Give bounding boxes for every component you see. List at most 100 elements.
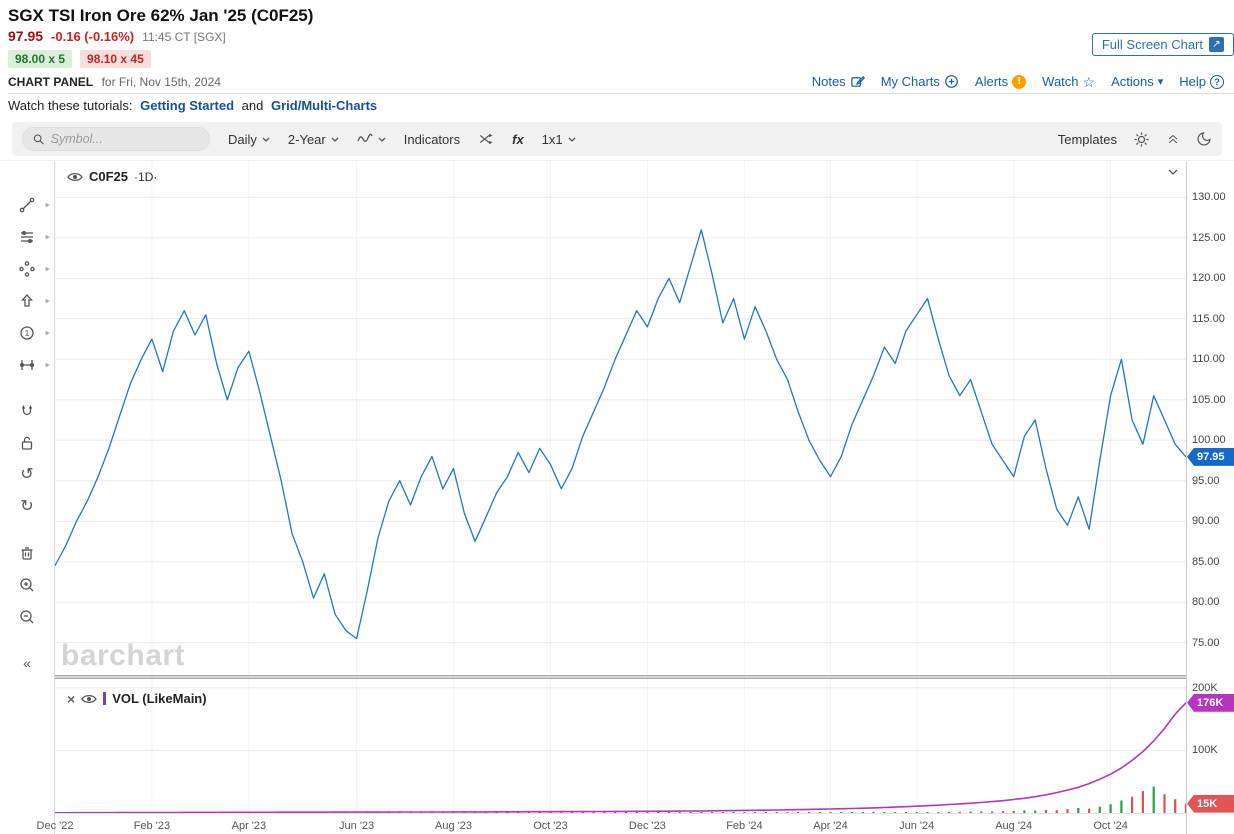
alerts-link[interactable]: Alerts ! (975, 74, 1027, 89)
indicators-button[interactable]: Indicators (404, 132, 460, 147)
tool-expander-icon[interactable]: ▸ (45, 327, 50, 338)
time-axis-label: Apr '24 (813, 820, 848, 832)
zoom-in-icon (20, 578, 34, 592)
compare-button[interactable] (478, 132, 494, 146)
zoom-out-button[interactable] (0, 601, 54, 633)
collapse-toolbar-button[interactable] (1166, 132, 1180, 146)
symbol-search-input[interactable] (50, 132, 199, 146)
collapse-toolstrip-button[interactable]: « (0, 647, 54, 679)
ask-quote: 98.10 x 45 (80, 50, 151, 68)
frequency-label: Daily (228, 131, 257, 147)
settings-button[interactable] (1133, 131, 1150, 148)
page-title: SGX TSI Iron Ore 62% Jan '25 (C0F25) (8, 6, 314, 25)
time-axis[interactable]: Dec '22 Feb '23 Apr '23 Jun '23 Aug '23 Oct '… (37, 813, 1186, 834)
watch-link[interactable]: Watch ☆ (1042, 74, 1095, 89)
lock-icon (21, 436, 33, 450)
price-axis-label: 90.00 (1192, 515, 1220, 528)
actions-menu[interactable]: Actions ▾ (1111, 74, 1163, 89)
notes-link[interactable]: Notes (812, 74, 865, 89)
collapse-left-icon: « (23, 655, 31, 671)
volume-chart-canvas[interactable] (55, 679, 1186, 813)
undo-button[interactable]: ↺ (0, 459, 54, 491)
undo-icon: ↺ (20, 466, 34, 483)
my-charts-label: My Charts (880, 74, 940, 89)
price-axis-label: 85.00 (1192, 555, 1220, 568)
time-axis-label: Oct '24 (1093, 820, 1128, 832)
toolbar-right: Templates (1058, 131, 1212, 148)
eye-icon[interactable] (81, 693, 97, 705)
full-screen-chart-button[interactable]: Full Screen Chart ↗ (1091, 33, 1234, 56)
price-axis[interactable]: 97.95 176K 15K 130.00 125.00 120.00 115.00 1… (1186, 161, 1234, 834)
symbol-search[interactable] (22, 127, 210, 151)
price-legend: C0F25 ·1D· (67, 169, 157, 184)
compare-arrows-icon (480, 133, 493, 145)
help-question-icon: ? (1210, 74, 1224, 89)
chart-panel-title: CHART PANEL for Fri, Nov 15th, 2024 (8, 73, 221, 91)
chevron-down-icon (568, 137, 576, 142)
time-axis-label: Jun '23 (339, 820, 375, 832)
frequency-dropdown[interactable]: Daily (228, 132, 270, 147)
tool-expander-icon[interactable]: ▸ (45, 263, 50, 274)
number-annotation-tool[interactable]: 1 ▸ (0, 317, 54, 349)
price-axis-label: 100.00 (1192, 434, 1226, 447)
lock-tool[interactable] (0, 427, 54, 459)
getting-started-link[interactable]: Getting Started (140, 98, 235, 113)
help-label: Help (1179, 74, 1206, 89)
arrow-marker-tool[interactable]: ▸ (0, 285, 54, 317)
templates-button[interactable]: Templates (1058, 132, 1117, 147)
last-price: 97.95 (8, 28, 44, 44)
pane-divider[interactable] (55, 675, 1186, 679)
tool-expander-icon[interactable]: ▸ (45, 359, 50, 370)
fx-label: fx (512, 131, 524, 147)
title-row: SGX TSI Iron Ore 62% Jan '25 (C0F25) (8, 4, 1234, 28)
caret-down-icon: ▾ (1157, 76, 1164, 88)
price-axis-label: 95.00 (1192, 474, 1220, 487)
tool-expander-icon[interactable]: ▸ (45, 199, 50, 210)
volume-line-pill: 176K (1187, 693, 1234, 712)
grid-multi-charts-link[interactable]: Grid/Multi-Charts (271, 98, 378, 113)
grid-layout-dropdown[interactable]: 1x1 (542, 132, 576, 147)
dark-mode-toggle[interactable] (1196, 131, 1212, 147)
tool-expander-icon[interactable]: ▸ (45, 295, 50, 306)
trash-icon (21, 547, 33, 560)
price-chart-canvas[interactable] (55, 161, 1186, 675)
shapes-tool[interactable]: ▸ (0, 253, 54, 285)
trendline-tool[interactable]: ▸ (0, 189, 54, 221)
tool-expander-icon[interactable]: ▸ (45, 231, 50, 242)
trendline-icon (19, 197, 35, 213)
help-link[interactable]: Help ? (1179, 74, 1224, 89)
eye-icon[interactable] (67, 171, 83, 183)
magnet-tool[interactable] (0, 395, 54, 427)
pane-collapse-caret[interactable] (1168, 169, 1178, 175)
line-style-icon (357, 133, 373, 142)
indicator-color-swatch[interactable] (103, 692, 107, 705)
price-axis-label: 75.00 (1192, 636, 1220, 649)
chevron-down-icon (262, 137, 270, 142)
volume-legend-label: VOL (LikeMain) (112, 691, 207, 706)
chart-type-dropdown[interactable] (357, 133, 386, 145)
expressions-button[interactable]: fx (512, 132, 524, 147)
tutorials-prefix: Watch these tutorials: (8, 98, 133, 113)
price-change: -0.16 (-0.16%) (51, 29, 135, 44)
time-axis-label: Oct '23 (533, 820, 568, 832)
alert-warning-icon: ! (1012, 74, 1027, 89)
price-axis-label: 120.00 (1192, 272, 1226, 285)
chevron-down-icon (378, 137, 386, 142)
measure-tool[interactable]: ▸ (0, 349, 54, 381)
legend-period: ·1D· (134, 169, 158, 184)
delete-drawings-button[interactable] (0, 537, 54, 569)
close-icon[interactable]: × (67, 690, 76, 707)
chevron-down-icon (1168, 169, 1178, 175)
redo-button[interactable]: ↻ (0, 491, 54, 523)
moon-icon (1197, 132, 1211, 146)
zoom-in-button[interactable] (0, 569, 54, 601)
drawing-toolstrip: ▸ ▸ ▸ (0, 161, 55, 834)
my-charts-link[interactable]: My Charts (881, 74, 959, 89)
quote-time: 11:45 CT [SGX] (142, 30, 226, 44)
fibonacci-tool[interactable]: ▸ (0, 221, 54, 253)
price-axis-label: 110.00 (1192, 353, 1225, 366)
price-axis-label: 105.00 (1192, 393, 1226, 406)
barchart-watermark: barchart (61, 639, 186, 672)
range-dropdown[interactable]: 2-Year (288, 132, 339, 147)
price-axis-label: 130.00 (1192, 191, 1226, 204)
